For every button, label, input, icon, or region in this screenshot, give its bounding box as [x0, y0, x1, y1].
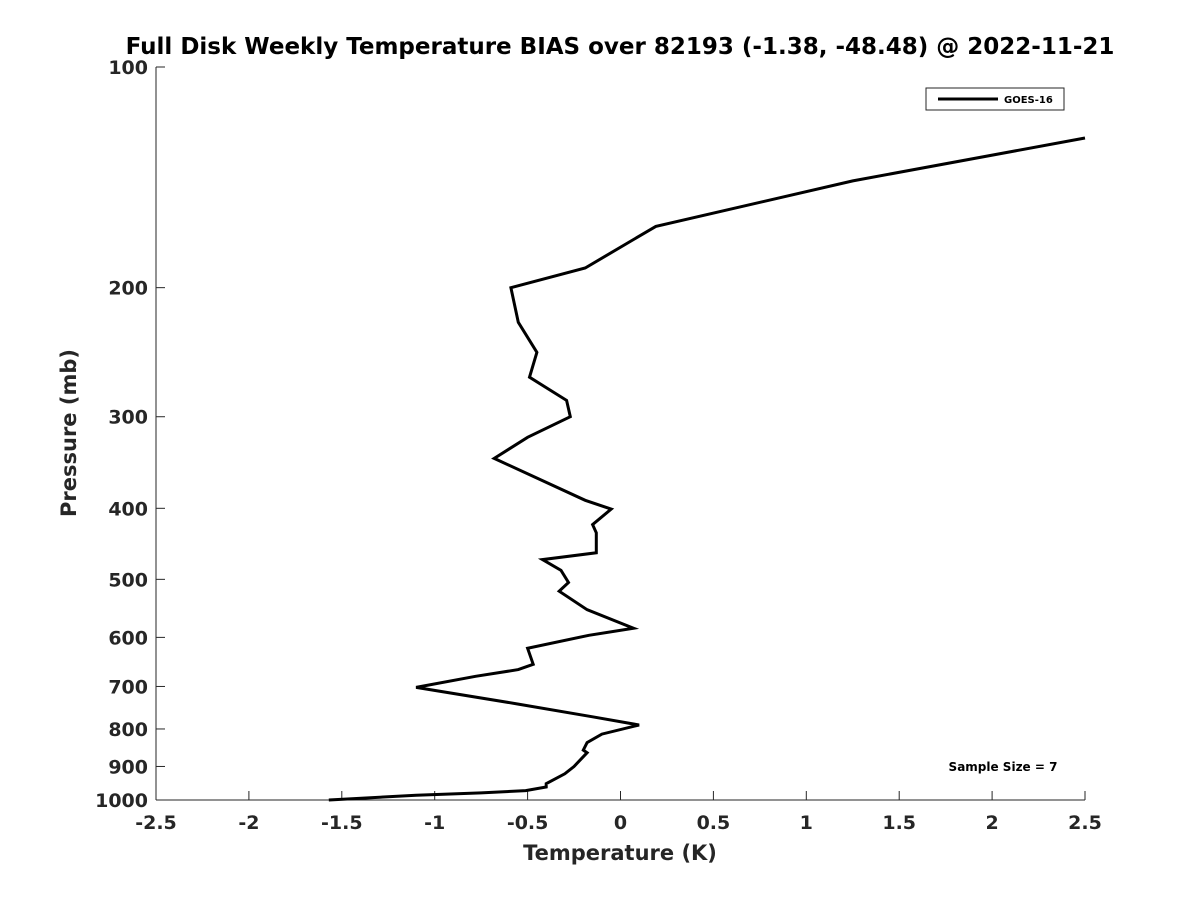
y-tick-label: 700 [108, 676, 148, 698]
y-tick-label: 500 [108, 569, 148, 591]
x-tick-label: -2 [238, 812, 259, 834]
legend-entry-goes-16: GOES-16 [1004, 95, 1053, 106]
x-tick-label: 2 [985, 812, 998, 834]
y-tick-label: 1000 [95, 790, 148, 812]
x-tick-label: -1.5 [321, 812, 363, 834]
y-tick-label: 800 [108, 719, 148, 741]
x-axis-ticks: -2.5 -2 -1.5 -1 -0.5 0 0.5 1 1.5 2 2.5 [135, 791, 1102, 834]
x-tick-label: -0.5 [507, 812, 549, 834]
x-tick-label: 1 [800, 812, 813, 834]
x-tick-label: 1.5 [882, 812, 916, 834]
y-tick-label: 900 [108, 756, 148, 778]
y-tick-label: 100 [108, 57, 148, 79]
chart-title: Full Disk Weekly Temperature BIAS over 8… [126, 34, 1115, 60]
x-axis-label: Temperature (K) [523, 841, 717, 865]
x-tick-label: 2.5 [1068, 812, 1102, 834]
x-tick-label: 0.5 [697, 812, 731, 834]
y-tick-label: 200 [108, 278, 148, 300]
x-tick-label: 0 [614, 812, 627, 834]
x-tick-label: -1 [424, 812, 445, 834]
y-axis-ticks: 100 200 300 400 500 600 700 800 900 1000 [95, 57, 165, 812]
x-tick-label: -2.5 [135, 812, 177, 834]
y-tick-label: 300 [108, 407, 148, 429]
y-axis-label: Pressure (mb) [57, 349, 81, 517]
sample-size-annotation: Sample Size = 7 [949, 760, 1058, 774]
legend: GOES-16 [925, 87, 1065, 111]
y-tick-label: 600 [108, 627, 148, 649]
y-tick-label: 400 [108, 498, 148, 520]
series-line-goes-16 [328, 136, 1086, 802]
